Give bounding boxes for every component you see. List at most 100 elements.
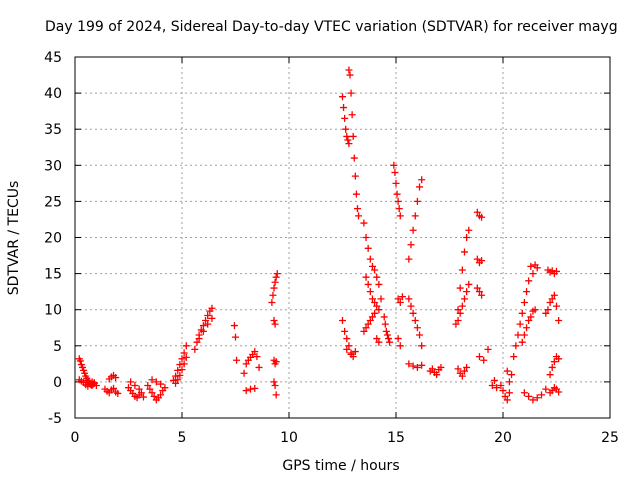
data-point <box>473 284 481 292</box>
data-point <box>456 309 464 317</box>
data-point <box>508 371 516 379</box>
data-point <box>529 270 537 278</box>
data-point <box>270 378 278 386</box>
data-point <box>525 392 533 400</box>
data-point <box>344 136 352 144</box>
data-point <box>407 302 415 310</box>
data-point <box>362 234 370 241</box>
data-point <box>463 363 471 371</box>
data-point <box>204 320 212 328</box>
data-point <box>383 331 391 339</box>
data-points <box>75 66 563 404</box>
data-point <box>411 212 419 220</box>
data-point <box>416 331 424 339</box>
data-point <box>366 288 374 296</box>
data-point <box>523 288 531 296</box>
data-point <box>458 302 466 310</box>
data-point <box>473 255 481 263</box>
data-point <box>204 311 212 319</box>
data-point <box>377 295 385 303</box>
data-point <box>176 361 184 369</box>
data-point <box>409 362 417 370</box>
data-point <box>478 291 486 299</box>
data-point <box>546 298 554 306</box>
data-point <box>523 324 531 332</box>
data-point <box>364 280 372 288</box>
data-point <box>546 371 554 379</box>
data-point <box>393 190 401 198</box>
data-point <box>157 391 165 399</box>
data-point <box>152 378 160 386</box>
data-point <box>346 71 354 79</box>
data-point <box>452 320 460 328</box>
data-point <box>251 384 259 392</box>
data-point <box>533 264 541 272</box>
data-point <box>371 298 379 306</box>
data-point <box>348 111 356 119</box>
data-point <box>405 255 413 263</box>
data-point <box>174 376 182 384</box>
data-point <box>347 89 355 97</box>
data-point <box>413 363 421 371</box>
data-point <box>418 361 426 369</box>
data-point <box>538 391 546 399</box>
data-point <box>413 324 421 332</box>
data-point <box>550 291 558 299</box>
data-point <box>460 367 468 375</box>
data-point <box>364 244 372 252</box>
data-point <box>272 273 280 281</box>
data-point <box>176 371 184 379</box>
data-point <box>339 93 346 101</box>
data-point <box>355 212 363 220</box>
data-point <box>458 372 466 380</box>
data-point <box>375 280 383 288</box>
data-point <box>251 348 259 356</box>
data-point <box>490 376 498 384</box>
data-point <box>456 284 464 292</box>
data-point <box>208 304 216 312</box>
data-point <box>544 306 552 314</box>
data-point <box>272 358 280 366</box>
data-point <box>92 382 100 390</box>
data-point <box>520 298 528 306</box>
data-point <box>193 338 201 346</box>
data-point <box>172 372 180 380</box>
data-point <box>380 313 388 321</box>
data-point <box>339 317 346 325</box>
data-point <box>271 382 279 390</box>
data-point <box>253 353 261 361</box>
data-point <box>497 382 505 390</box>
data-point <box>182 353 190 361</box>
data-point <box>405 360 413 368</box>
data-point <box>463 288 471 296</box>
data-point <box>433 371 441 379</box>
data-point <box>548 295 556 303</box>
data-point <box>394 295 402 303</box>
data-point <box>271 320 279 328</box>
data-point <box>366 317 374 325</box>
data-point <box>157 380 165 388</box>
y-tick-label: 45 <box>44 50 62 66</box>
data-point <box>137 389 145 397</box>
data-point <box>255 363 263 371</box>
data-point <box>527 313 535 321</box>
data-point <box>542 309 550 317</box>
chart-title: Day 199 of 2024, Sidereal Day-to-day VTE… <box>45 19 618 35</box>
data-point <box>112 374 120 382</box>
data-point <box>505 389 513 397</box>
data-point <box>368 313 376 321</box>
y-tick-label: -5 <box>48 411 62 427</box>
data-point <box>548 363 556 371</box>
data-point <box>493 384 501 392</box>
data-point <box>480 356 488 364</box>
data-point <box>350 154 358 162</box>
tick-labels: 0 5 10 15 20 25 -5 0 5 10 15 20 25 30 35 40 45 <box>44 50 619 446</box>
data-point <box>343 345 351 353</box>
data-point <box>240 369 248 377</box>
data-point <box>351 172 359 180</box>
data-point <box>366 255 374 263</box>
data-point <box>202 317 210 325</box>
data-point <box>360 327 368 335</box>
